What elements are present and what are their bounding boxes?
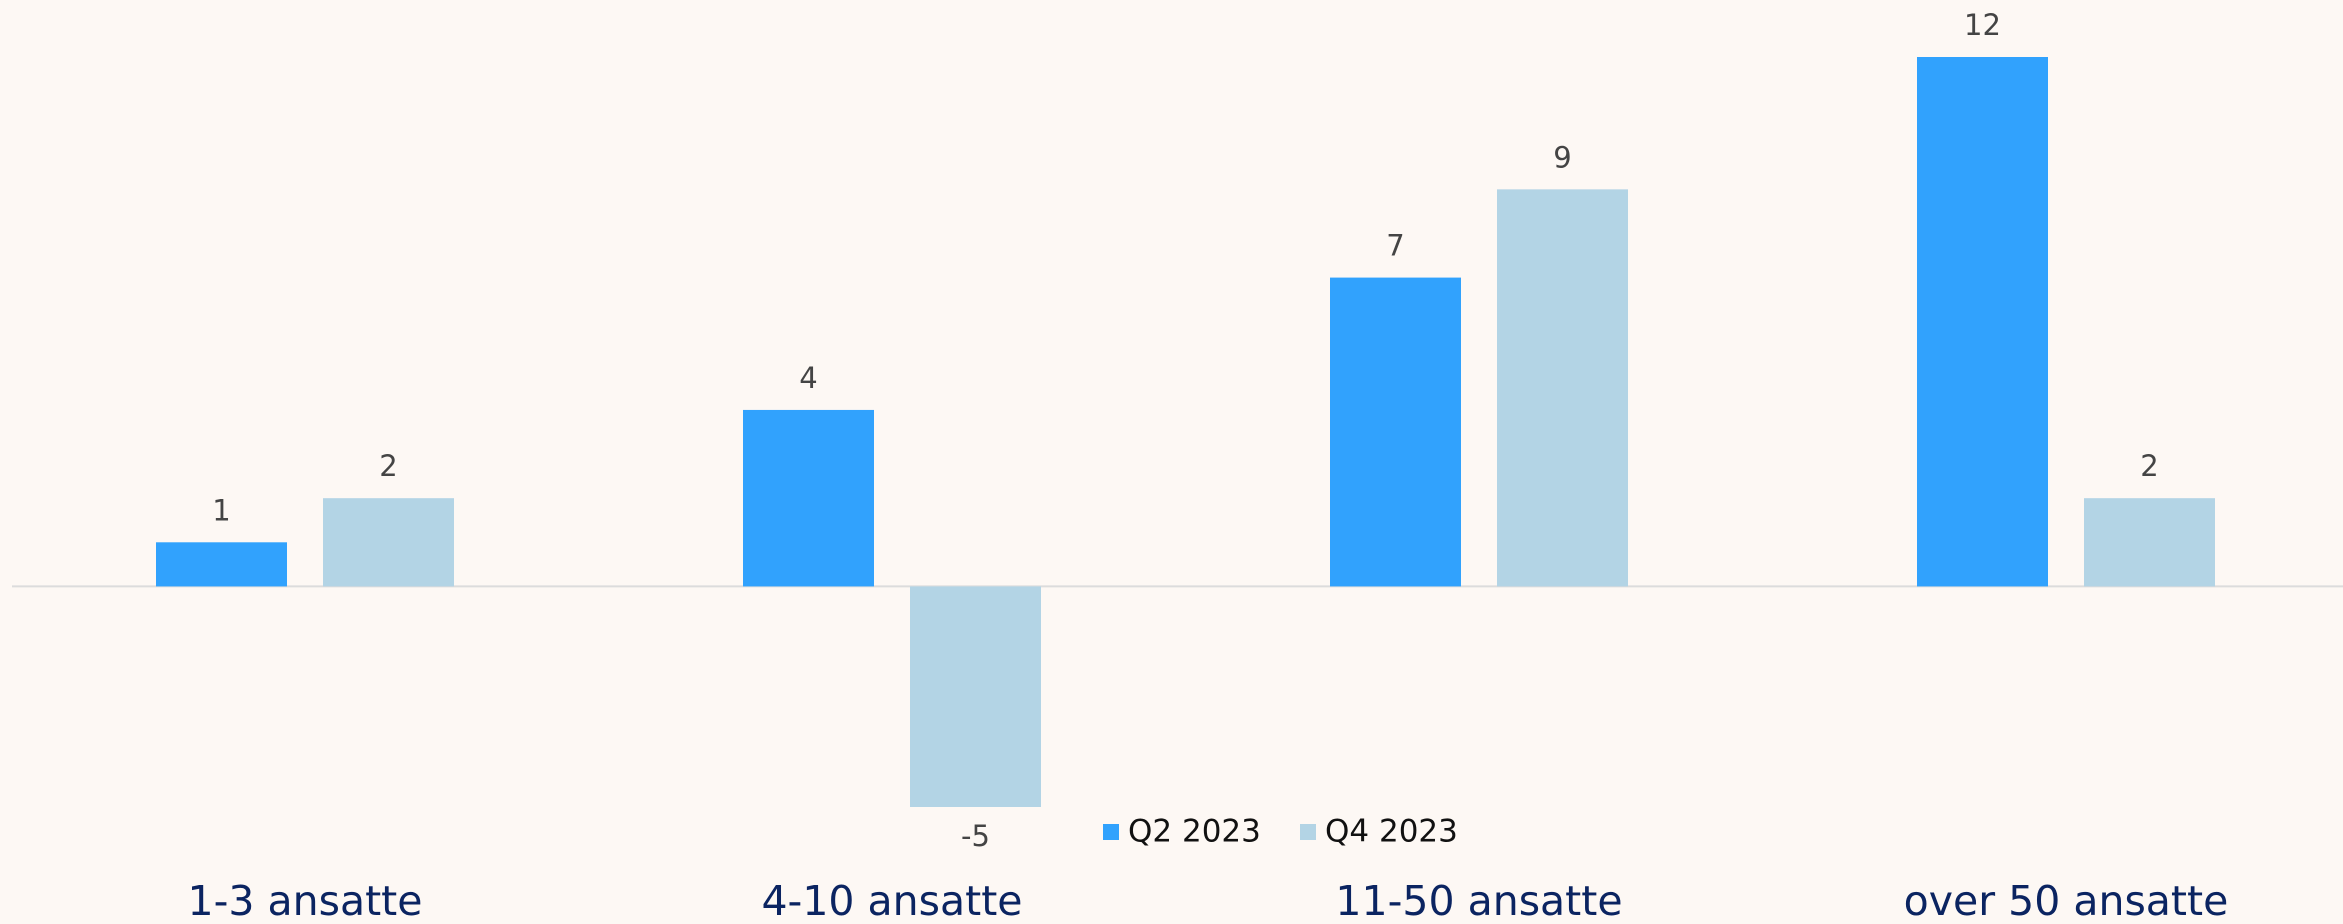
bar — [910, 586, 1041, 807]
bar — [323, 498, 454, 587]
x-tick-label: 4-10 ansatte — [761, 877, 1022, 924]
value-label: 2 — [379, 449, 397, 483]
legend-label: Q2 2023 — [1128, 814, 1261, 850]
value-label: 7 — [1386, 229, 1404, 263]
value-label: 4 — [799, 361, 817, 395]
bar — [156, 542, 287, 587]
value-label: 9 — [1553, 140, 1571, 174]
bar — [2084, 498, 2215, 587]
x-tick-label: 11-50 ansatte — [1335, 877, 1622, 924]
value-label: 12 — [1964, 8, 2001, 42]
bar — [1330, 277, 1461, 587]
x-tick-label: 1-3 ansatte — [188, 877, 423, 924]
value-label: -5 — [961, 819, 990, 853]
value-label: 2 — [2140, 449, 2158, 483]
x-tick-label: over 50 ansatte — [1904, 877, 2229, 924]
legend-swatch — [1103, 824, 1119, 840]
legend-swatch — [1300, 824, 1316, 840]
bar — [743, 409, 874, 587]
value-label: 1 — [212, 493, 230, 527]
legend-label: Q4 2023 — [1325, 814, 1458, 850]
bar — [1917, 57, 2048, 587]
bar — [1497, 189, 1628, 587]
